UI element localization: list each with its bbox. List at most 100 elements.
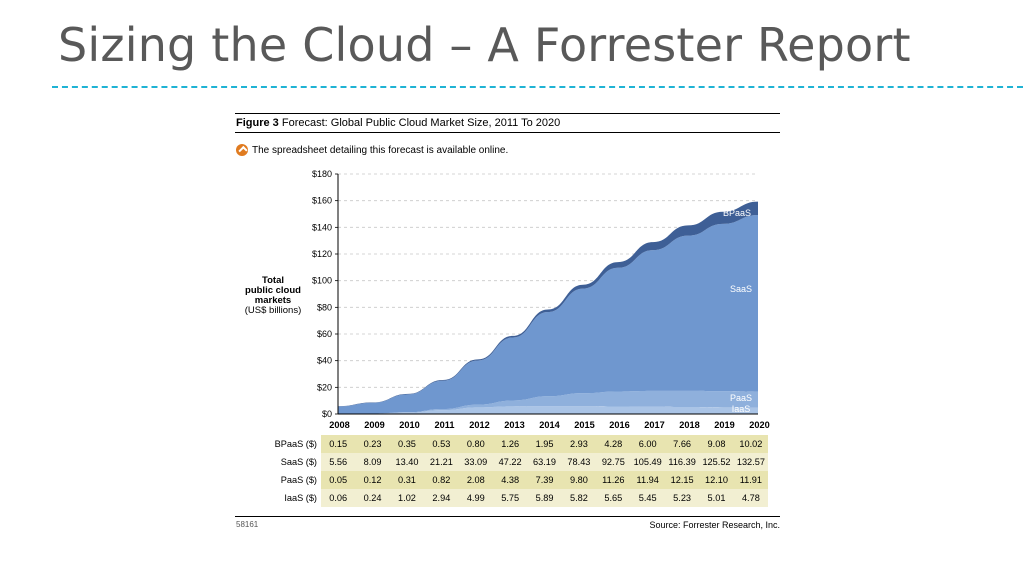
y-tick-label: $80 <box>317 302 332 312</box>
x-tick-label: 2012 <box>469 420 490 430</box>
y-axis-label-line2: public cloud <box>245 285 301 296</box>
table-cell: 11.26 <box>596 471 631 489</box>
x-tick-label: 2020 <box>749 420 770 430</box>
x-tick-label: 2019 <box>714 420 735 430</box>
table-cell: 7.66 <box>664 435 700 453</box>
table-cell: 125.52 <box>699 453 734 471</box>
y-tick-label: $40 <box>317 356 332 366</box>
x-tick-label: 2014 <box>539 420 560 430</box>
table-cell: 1.26 <box>492 435 528 453</box>
table-cell: 0.80 <box>458 435 493 453</box>
spreadsheet-note[interactable]: The spreadsheet detailing this forecast … <box>236 144 508 156</box>
table-cell: 0.12 <box>355 471 390 489</box>
table-cell: 5.65 <box>596 489 631 507</box>
x-tick-label: 2016 <box>609 420 630 430</box>
table-cell: 105.49 <box>630 453 665 471</box>
y-axis-label-line1: Total <box>262 275 284 286</box>
table-cell: 0.24 <box>355 489 390 507</box>
y-tick-label: $60 <box>317 329 332 339</box>
table-cell: 7.39 <box>527 471 562 489</box>
x-tick-label: 2018 <box>679 420 700 430</box>
table-cell: 5.75 <box>492 489 528 507</box>
table-cell: 0.23 <box>355 435 390 453</box>
table-cell: 9.80 <box>561 471 597 489</box>
y-axis-label: Total public cloud markets (US$ billions… <box>236 276 310 316</box>
table-cell: 116.39 <box>664 453 700 471</box>
table-cell: 9.08 <box>699 435 734 453</box>
x-tick-label: 2013 <box>504 420 525 430</box>
table-cell: 11.94 <box>630 471 665 489</box>
table-cell: 0.06 <box>321 489 356 507</box>
x-tick-label: 2017 <box>644 420 665 430</box>
table-cell: 4.38 <box>492 471 528 489</box>
y-tick-label: $20 <box>317 382 332 392</box>
series-label-iaas: IaaS <box>732 404 751 414</box>
table-cell: 5.89 <box>527 489 562 507</box>
spreadsheet-note-text: The spreadsheet detailing this forecast … <box>252 144 509 156</box>
source-credit: Source: Forrester Research, Inc. <box>649 520 780 530</box>
x-tick-label: 2015 <box>574 420 595 430</box>
table-row: IaaS ($) 0.06 0.24 1.02 2.94 4.99 5.75 5.89 5.82… <box>253 489 769 507</box>
table-row: BPaaS ($) 0.15 0.23 0.35 0.53 0.80 1.26 1.95 2.9… <box>253 435 769 453</box>
table-cell: 0.53 <box>424 435 459 453</box>
source-rule <box>235 516 780 517</box>
online-link-icon <box>236 144 248 156</box>
figure-caption: Figure 3 Forecast: Global Public Cloud M… <box>236 117 560 129</box>
table-cell: 132.57 <box>733 453 769 471</box>
series-label-bpaas: BPaaS <box>723 208 751 218</box>
y-tick-label: $140 <box>312 222 332 232</box>
table-cell: 5.56 <box>321 453 356 471</box>
table-cell: 2.08 <box>458 471 493 489</box>
table-cell: 0.05 <box>321 471 356 489</box>
table-cell: 33.09 <box>458 453 493 471</box>
row-label: IaaS ($) <box>284 493 317 503</box>
table-cell: 0.15 <box>321 435 356 453</box>
figure-id: 58161 <box>236 520 259 529</box>
table-cell: 5.45 <box>630 489 665 507</box>
series-label-paas: PaaS <box>730 393 752 403</box>
y-axis-label-line4: (US$ billions) <box>244 305 302 316</box>
slide-title: Sizing the Cloud – A Forrester Report <box>58 18 911 72</box>
y-tick-label: $100 <box>312 276 332 286</box>
table-cell: 2.93 <box>561 435 597 453</box>
y-tick-label: $160 <box>312 196 332 206</box>
figure-top-rule <box>235 113 780 114</box>
table-cell: 5.82 <box>561 489 597 507</box>
area-saas <box>338 214 758 414</box>
area-iaas <box>338 406 758 414</box>
table-cell: 12.15 <box>664 471 700 489</box>
table-cell: 5.23 <box>664 489 700 507</box>
year-header-row: 2008 2009 2010 2011 2012 2013 2014 2015 2016 2017… <box>322 420 777 430</box>
table-cell: 8.09 <box>355 453 390 471</box>
table-cell: 92.75 <box>596 453 631 471</box>
table-cell: 10.02 <box>733 435 769 453</box>
x-tick-label: 2011 <box>434 420 455 430</box>
y-tick-label: $0 <box>322 409 332 419</box>
x-tick-label: 2010 <box>399 420 420 430</box>
table-cell: 1.02 <box>389 489 425 507</box>
x-tick-label: 2008 <box>329 420 350 430</box>
table-cell: 2.94 <box>424 489 459 507</box>
area-paas <box>338 390 758 414</box>
table-row: PaaS ($) 0.05 0.12 0.31 0.82 2.08 4.38 7.39 9.80… <box>253 471 769 489</box>
table-cell: 12.10 <box>699 471 734 489</box>
figure-caption-text: Forecast: Global Public Cloud Market Siz… <box>281 117 561 129</box>
table-cell: 1.95 <box>527 435 562 453</box>
x-tick-label: 2009 <box>364 420 385 430</box>
table-cell: 47.22 <box>492 453 528 471</box>
figure-number: Figure 3 <box>236 117 279 129</box>
table-cell: 63.19 <box>527 453 562 471</box>
series-label-saas: SaaS <box>730 284 752 294</box>
row-label: SaaS ($) <box>280 457 317 467</box>
area-bpaas <box>338 201 758 407</box>
table-cell: 13.40 <box>389 453 425 471</box>
table-cell: 5.01 <box>699 489 734 507</box>
table-cell: 21.21 <box>424 453 459 471</box>
y-tick-label: $180 <box>312 169 332 179</box>
table-cell: 0.35 <box>389 435 425 453</box>
table-cell: 0.31 <box>389 471 425 489</box>
title-divider <box>52 86 1023 88</box>
data-table: BPaaS ($) 0.15 0.23 0.35 0.53 0.80 1.26 1.95 2.9… <box>253 435 769 507</box>
table-cell: 11.91 <box>733 471 769 489</box>
